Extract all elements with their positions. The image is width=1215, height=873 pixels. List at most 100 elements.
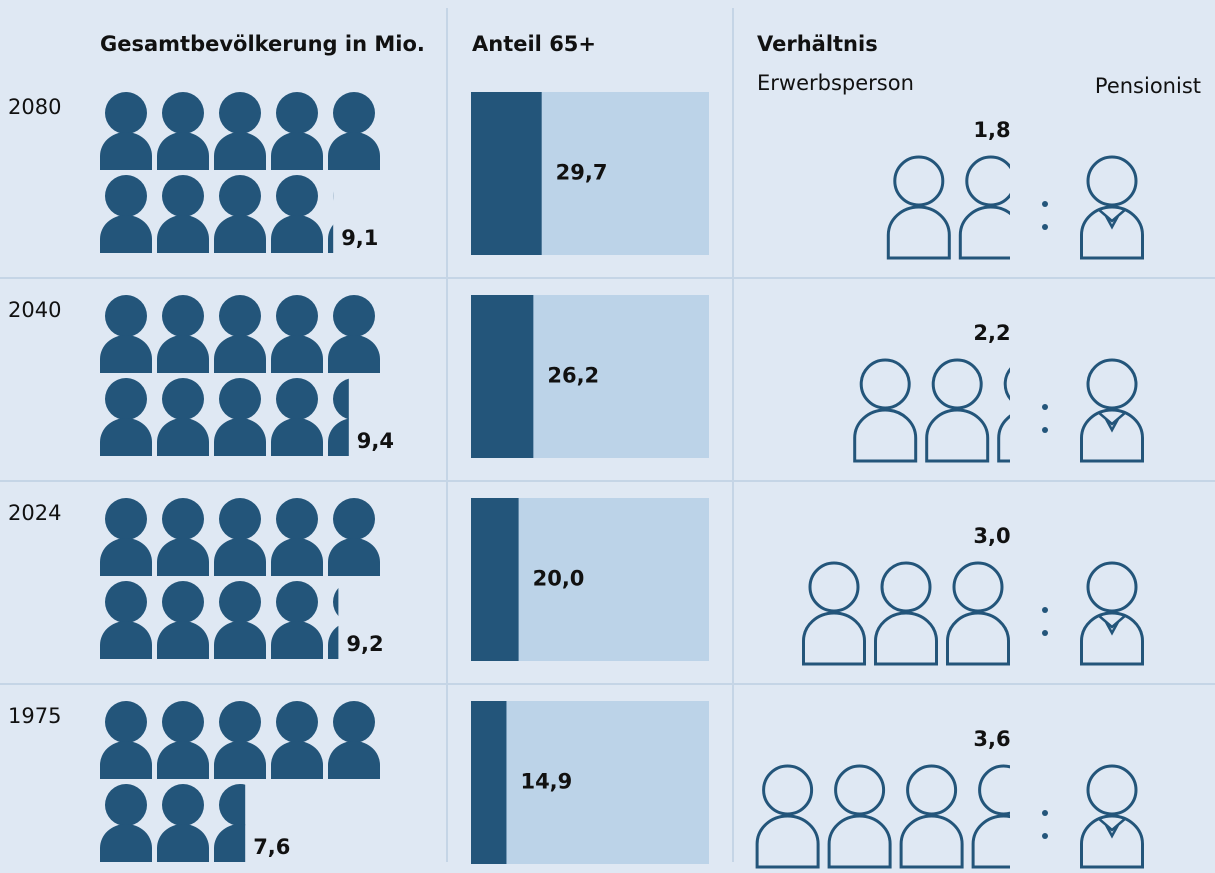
person-head bbox=[762, 764, 814, 816]
person-collar bbox=[1097, 411, 1127, 433]
person-head bbox=[105, 92, 147, 134]
value-label: 29,7 bbox=[556, 161, 608, 185]
person-icon bbox=[271, 175, 323, 253]
person-head bbox=[276, 701, 318, 743]
bar bbox=[471, 701, 507, 864]
person-head bbox=[276, 378, 318, 420]
person-head bbox=[931, 358, 983, 410]
person-body bbox=[157, 538, 209, 576]
person-icon bbox=[100, 378, 152, 456]
person-body bbox=[157, 621, 209, 659]
person-icon bbox=[997, 367, 1011, 463]
person-icon bbox=[100, 175, 152, 253]
person-head bbox=[333, 193, 334, 199]
pensioner-icon bbox=[1080, 764, 1144, 869]
colon-dot bbox=[1042, 201, 1048, 207]
value-label: 7,6 bbox=[253, 835, 290, 859]
person-body bbox=[958, 205, 1010, 260]
column-title: Anteil 65+ bbox=[472, 32, 596, 56]
person-icon bbox=[874, 561, 938, 666]
person-head bbox=[219, 701, 261, 743]
person-head bbox=[276, 175, 318, 217]
year-label: 2040 bbox=[8, 298, 61, 322]
person-body bbox=[755, 814, 820, 869]
person-body bbox=[100, 824, 152, 862]
person-head bbox=[978, 764, 1010, 816]
person-icon bbox=[271, 581, 323, 659]
person-icon bbox=[328, 193, 334, 253]
person-body bbox=[328, 418, 349, 456]
worker-icons bbox=[802, 561, 1010, 666]
value-label: 9,1 bbox=[341, 226, 378, 250]
person-body bbox=[157, 418, 209, 456]
person-head bbox=[105, 784, 147, 826]
person-icon bbox=[214, 784, 246, 862]
value-label: 1,8 bbox=[973, 118, 1010, 142]
person-body bbox=[271, 132, 323, 170]
colon-dot bbox=[1042, 427, 1048, 433]
person-body bbox=[100, 621, 152, 659]
person-body bbox=[100, 741, 152, 779]
person-head bbox=[965, 155, 1010, 207]
person-body bbox=[802, 611, 866, 666]
person-icon bbox=[100, 701, 152, 779]
person-head bbox=[808, 561, 860, 613]
pensioner-icon bbox=[1080, 561, 1144, 666]
person-head bbox=[859, 358, 911, 410]
value-label: 3,0 bbox=[973, 524, 1010, 548]
person-head bbox=[162, 701, 204, 743]
person-collar bbox=[1097, 817, 1127, 839]
person-body bbox=[328, 625, 339, 659]
worker-icons bbox=[755, 764, 1010, 869]
person-icon bbox=[971, 764, 1010, 869]
person-body bbox=[328, 538, 380, 576]
person-head bbox=[162, 581, 204, 623]
person-icon bbox=[328, 295, 380, 373]
person-head bbox=[333, 378, 349, 420]
bar bbox=[471, 498, 519, 661]
person-head bbox=[333, 701, 375, 743]
person-icon bbox=[271, 295, 323, 373]
person-icon bbox=[100, 295, 152, 373]
person-icon bbox=[827, 764, 892, 869]
person-head bbox=[952, 561, 1004, 613]
person-body bbox=[1080, 814, 1144, 869]
year-label: 2080 bbox=[8, 95, 61, 119]
person-head bbox=[1086, 155, 1138, 207]
person-icon bbox=[214, 175, 266, 253]
value-label: 26,2 bbox=[547, 364, 599, 388]
person-head bbox=[162, 295, 204, 337]
person-icon bbox=[328, 587, 339, 659]
person-head bbox=[893, 155, 945, 207]
person-head bbox=[105, 701, 147, 743]
person-body bbox=[1080, 408, 1144, 463]
worker-icons bbox=[886, 155, 1010, 260]
bar bbox=[471, 92, 542, 255]
person-icon bbox=[946, 561, 1010, 666]
person-body bbox=[271, 335, 323, 373]
pensioner-icon bbox=[1080, 358, 1144, 463]
person-body bbox=[100, 335, 152, 373]
person-head bbox=[105, 498, 147, 540]
person-body bbox=[157, 335, 209, 373]
person-icon bbox=[328, 701, 380, 779]
person-head bbox=[105, 295, 147, 337]
person-icon bbox=[271, 498, 323, 576]
person-body bbox=[100, 538, 152, 576]
person-body bbox=[328, 335, 380, 373]
person-icon bbox=[802, 561, 866, 666]
person-icon bbox=[157, 175, 209, 253]
person-head bbox=[1086, 358, 1138, 410]
value-label: 2,2 bbox=[973, 321, 1010, 345]
person-body bbox=[946, 611, 1010, 666]
person-icon bbox=[214, 92, 266, 170]
person-head bbox=[105, 175, 147, 217]
colon-dot bbox=[1042, 833, 1048, 839]
person-body bbox=[214, 215, 266, 253]
person-icon bbox=[328, 498, 380, 576]
person-head bbox=[1003, 367, 1011, 401]
person-body bbox=[100, 215, 152, 253]
year-label: 2024 bbox=[8, 501, 61, 525]
person-body bbox=[214, 418, 266, 456]
